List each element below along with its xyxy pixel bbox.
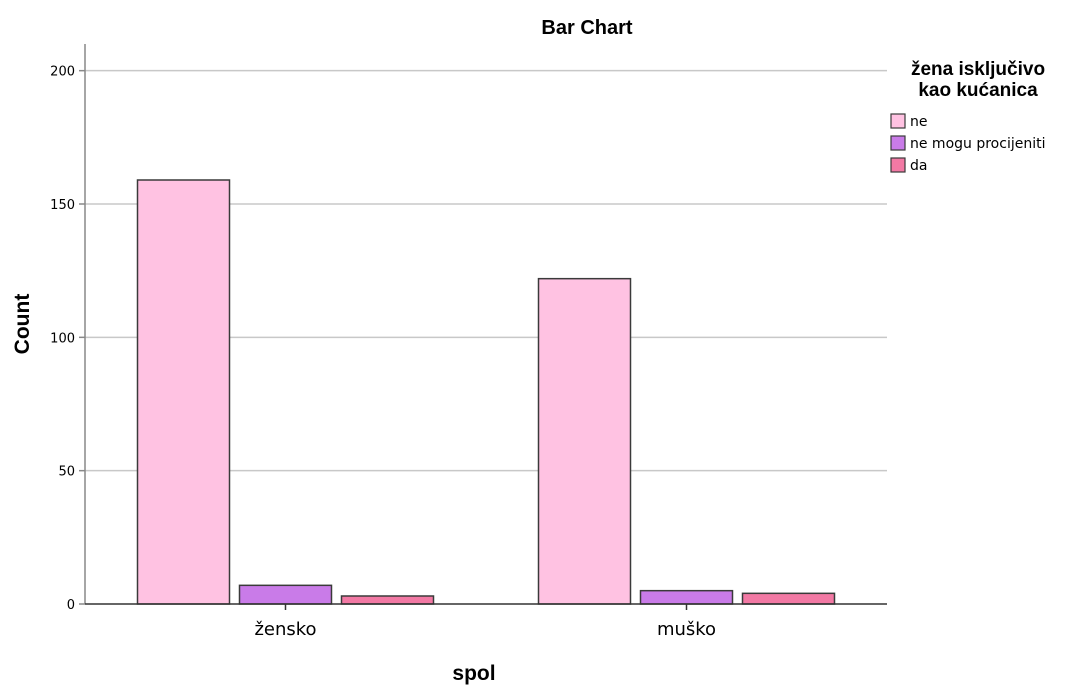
y-tick-label: 0	[67, 598, 75, 613]
bars	[136, 179, 836, 605]
bar-ne-0	[136, 179, 231, 605]
y-tick-label: 50	[58, 465, 75, 480]
y-tick-label: 150	[50, 198, 75, 213]
y-tick-label: 200	[50, 65, 75, 80]
legend-label: ne mogu procijeniti	[910, 136, 1045, 152]
legend-swatch	[890, 135, 906, 151]
bar-da-1	[741, 592, 836, 605]
bar-da-0	[340, 595, 435, 605]
legend-title: žena isključivo kao kućanica	[911, 59, 1045, 101]
bar-ne-mogu-procijeniti-1	[639, 589, 734, 605]
legend-label: ne	[910, 114, 928, 130]
y-axis-title: Count	[11, 294, 34, 355]
bar-ne-mogu-procijeniti-0	[238, 584, 333, 605]
legend-label: da	[910, 158, 927, 174]
y-tick-labels: 0 50 100 150 200	[50, 65, 85, 613]
legend-swatch	[890, 113, 906, 129]
legend: žena isključivo kao kućanica ne ne mogu pro…	[890, 59, 1045, 174]
bar-ne-1	[537, 277, 632, 605]
y-tick-label: 100	[50, 331, 75, 346]
x-tick-label: muško	[657, 619, 716, 640]
x-tick-label: žensko	[254, 619, 316, 640]
x-axis-title: spol	[452, 662, 495, 685]
legend-swatch	[890, 157, 906, 173]
x-tick-labels: žensko muško	[254, 604, 716, 640]
chart-title: Bar Chart	[541, 17, 632, 39]
